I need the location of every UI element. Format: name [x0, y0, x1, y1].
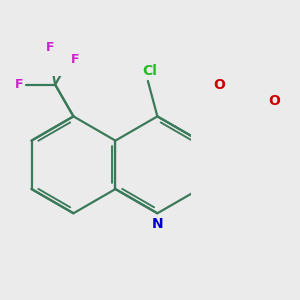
Text: O: O [269, 94, 280, 108]
Text: O: O [213, 78, 225, 92]
Text: F: F [15, 78, 24, 91]
Text: F: F [71, 53, 80, 66]
Text: N: N [152, 217, 163, 231]
Text: Cl: Cl [142, 64, 157, 78]
Text: F: F [46, 41, 54, 54]
